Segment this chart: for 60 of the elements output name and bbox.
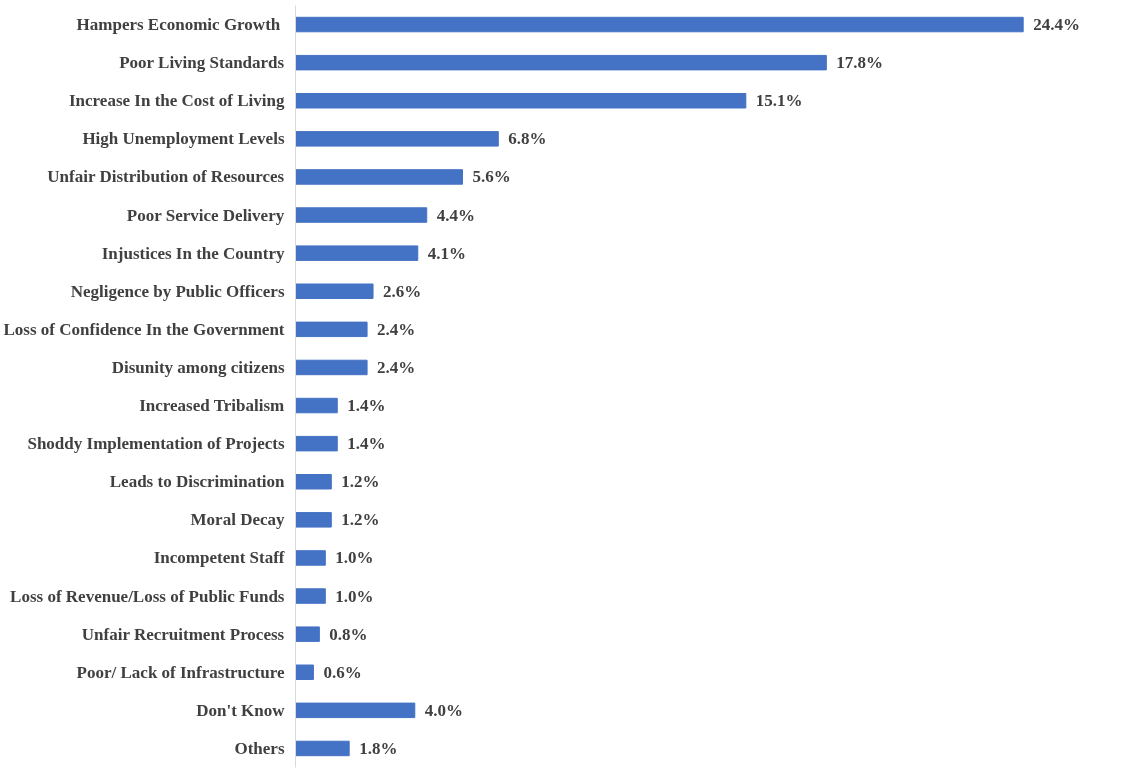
y-tick-label: Unfair Distribution of Resources — [47, 167, 285, 187]
data-label: 1.0% — [335, 586, 374, 606]
bar — [295, 131, 499, 147]
data-label: 1.2% — [341, 510, 380, 530]
y-tick-label: Don't Know — [196, 700, 286, 720]
bar — [295, 169, 464, 185]
bar — [295, 54, 827, 71]
bar — [295, 740, 350, 757]
data-label: 0.8% — [329, 624, 368, 644]
data-label: 1.4% — [347, 396, 386, 416]
bar — [295, 283, 374, 299]
bar — [295, 93, 747, 109]
data-label: 2.6% — [383, 281, 422, 301]
y-tick-label: Moral Decay — [190, 510, 285, 530]
bar — [295, 16, 1024, 33]
data-label: 2.4% — [377, 357, 416, 377]
y-tick-label: Injustices In the Country — [101, 243, 285, 263]
data-label: 4.4% — [436, 205, 475, 225]
bar — [295, 664, 314, 680]
bar — [295, 435, 338, 452]
data-label: 6.8% — [508, 129, 547, 149]
data-label: 17.8% — [836, 53, 884, 73]
data-label: 4.1% — [427, 243, 467, 263]
y-tick-label: High Unemployment Levels — [82, 129, 285, 149]
y-tick-label: Leads to Discrimination — [109, 472, 286, 492]
bar — [295, 550, 326, 566]
data-label: 1.8% — [359, 738, 398, 758]
data-label: 2.4% — [377, 319, 416, 339]
y-tick-label: Increased Tribalism — [139, 396, 285, 416]
y-tick-label: Unfair Recruitment Process — [81, 624, 285, 644]
y-tick-label: Negligence by Public Officers — [70, 281, 285, 301]
data-label: 1.2% — [341, 472, 380, 492]
y-tick-label: Incompetent Staff — [153, 548, 285, 568]
y-tick-label: Others — [234, 738, 285, 758]
data-label: 1.0% — [335, 548, 374, 568]
bar — [295, 245, 419, 261]
data-label: 1.4% — [347, 434, 386, 454]
bar — [295, 321, 368, 338]
data-label: 24.4% — [1033, 15, 1080, 35]
y-tick-label: Loss of Confidence In the Government — [3, 319, 285, 339]
bar — [295, 474, 332, 490]
y-tick-label: Hampers Economic Growth — [76, 15, 281, 35]
y-tick-label: Poor Living Standards — [119, 53, 285, 73]
y-tick-label: Disunity among citizens — [111, 357, 285, 377]
bar — [295, 397, 338, 414]
bar — [295, 512, 332, 528]
y-tick-label: Poor/ Lack of Infrastructure — [76, 662, 285, 682]
bar — [295, 207, 428, 223]
y-tick-label: Increase In the Cost of Living — [69, 91, 285, 111]
data-label: 0.6% — [323, 662, 362, 682]
y-tick-label: Loss of Revenue/Loss of Public Funds — [10, 586, 285, 606]
data-label: 4.0% — [424, 700, 464, 720]
bar — [295, 359, 368, 376]
y-tick-label: Shoddy Implementation of Projects — [27, 434, 285, 454]
data-label: 15.1% — [755, 91, 803, 111]
data-label: 5.6% — [472, 167, 511, 187]
bar — [295, 626, 320, 642]
bar — [295, 702, 416, 719]
bar — [295, 588, 326, 604]
y-tick-label: Poor Service Delivery — [126, 205, 285, 225]
